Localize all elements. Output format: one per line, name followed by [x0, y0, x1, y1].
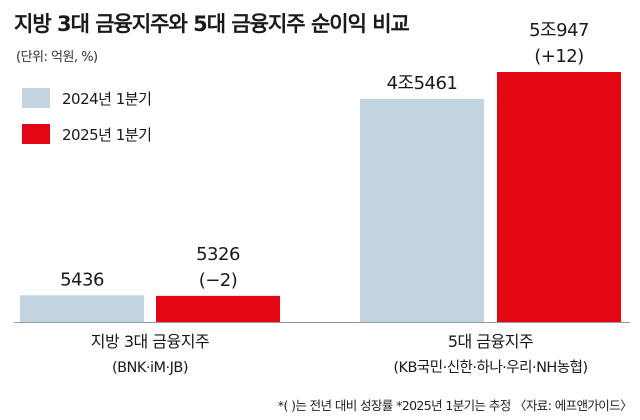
category-sublabel-2: (KB국민·신한·하나·우리·NH농협)	[393, 359, 587, 376]
growth-label-1: (−2)	[199, 270, 238, 291]
value-label-2-series-2: 5조947	[529, 20, 589, 41]
legend-item-2024: 2024년 1분기	[22, 88, 152, 108]
legend-label-2024: 2024년 1분기	[62, 89, 152, 108]
value-label-2-series-1: 4조5461	[387, 73, 458, 94]
footnote: *( )는 전년 대비 성장률 *2025년 1분기는 추정 〈자료: 에프앤가…	[277, 398, 633, 413]
legend-swatch-2025	[22, 124, 50, 144]
category-label-1: 지방 3대 금융지주	[91, 332, 209, 351]
unit-label: (단위: 억원, %)	[16, 50, 98, 65]
bar-1-series-1	[20, 295, 144, 322]
category-label-2: 5대 금융지주	[448, 332, 533, 351]
legend-item-2025: 2025년 1분기	[22, 124, 152, 144]
value-label-1-series-2: 5326	[196, 244, 240, 265]
bar-2-series-1	[360, 98, 484, 322]
chart-title: 지방 3대 금융지주와 5대 금융지주 순이익 비교	[14, 12, 410, 36]
bar-1-series-2	[156, 295, 280, 322]
growth-label-2: (+12)	[534, 46, 584, 67]
bar-2-series-2	[497, 72, 621, 322]
category-sublabel-1: (BNK·iM·JB)	[112, 360, 188, 376]
legend-swatch-2024	[22, 88, 50, 108]
value-label-1-series-1: 5436	[60, 269, 104, 290]
legend-label-2025: 2025년 1분기	[62, 125, 152, 144]
